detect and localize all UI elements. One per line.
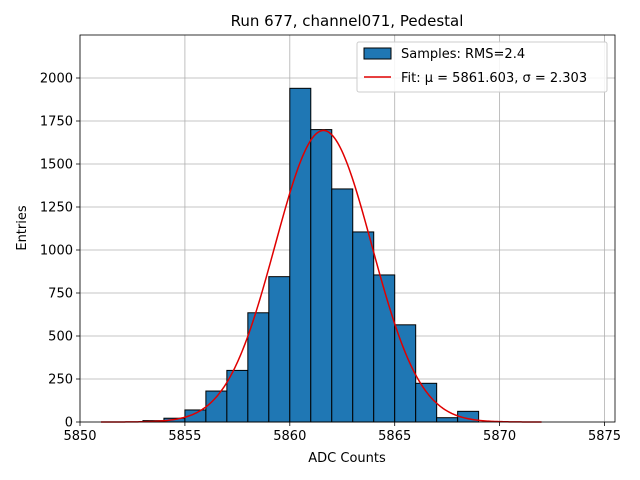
- legend-label-fit: Fit: μ = 5861.603, σ = 2.303: [401, 71, 587, 86]
- histogram-bars: [142, 87, 480, 423]
- histogram-bar: [331, 188, 354, 423]
- histogram-bar: [352, 231, 375, 423]
- histogram-bar: [436, 417, 459, 423]
- legend-patch-samples: [363, 47, 392, 60]
- x-tick-label: 5850: [63, 429, 96, 444]
- y-tick-label: 2000: [40, 72, 73, 87]
- x-axis-label: ADC Counts: [308, 451, 386, 466]
- y-tick-label: 1000: [40, 244, 73, 259]
- y-tick-label: 500: [48, 330, 73, 345]
- legend-box: [356, 41, 608, 93]
- x-tick-label: 5865: [378, 429, 411, 444]
- legend: Samples: RMS=2.4 Fit: μ = 5861.603, σ = …: [356, 41, 608, 93]
- x-tick-label: 5855: [168, 429, 201, 444]
- x-tick-label: 5870: [483, 429, 516, 444]
- chart-title: Run 677, channel071, Pedestal: [231, 12, 464, 30]
- histogram-bar: [310, 129, 333, 423]
- histogram-bar: [373, 274, 396, 423]
- histogram-bar: [268, 276, 291, 423]
- y-tick-label: 0: [65, 416, 73, 431]
- x-axis-ticks: 5850 5855 5860 5865 5870 5875: [63, 422, 621, 444]
- y-tick-label: 1750: [40, 115, 73, 130]
- histogram-bar: [289, 87, 312, 423]
- fit-curve: [100, 129, 542, 423]
- plot-frame: [79, 34, 616, 423]
- legend-label-samples: Samples: RMS=2.4: [401, 47, 525, 62]
- y-axis-ticks: 0 250 500 750 1000 1250 1500 1750 2000: [40, 72, 80, 431]
- x-tick-label: 5860: [273, 429, 306, 444]
- histogram-bar: [394, 324, 417, 423]
- y-tick-label: 250: [48, 373, 73, 388]
- y-tick-label: 1250: [40, 201, 73, 216]
- y-axis-label: Entries: [15, 205, 30, 251]
- x-tick-label: 5875: [588, 429, 621, 444]
- y-tick-label: 750: [48, 287, 73, 302]
- histogram-bar: [415, 382, 438, 423]
- histogram-bar: [205, 390, 228, 423]
- y-tick-label: 1500: [40, 158, 73, 173]
